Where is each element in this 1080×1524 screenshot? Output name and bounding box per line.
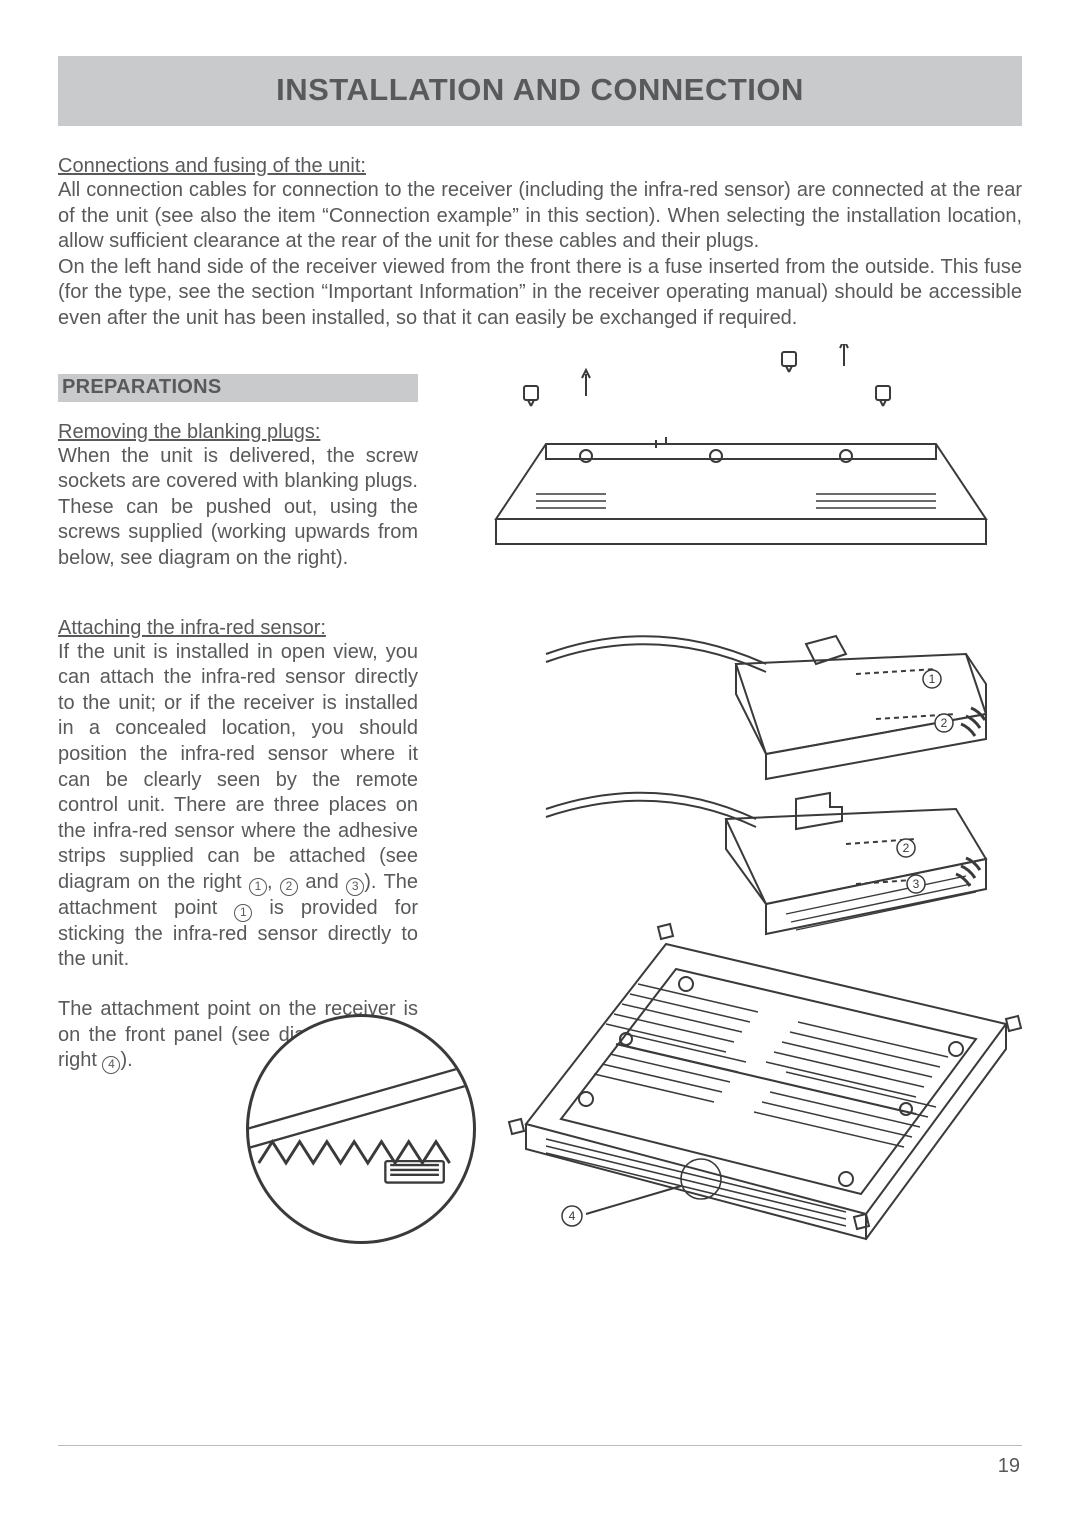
diagram-sensor-view-1: 1 2 bbox=[506, 604, 1006, 784]
ref-circle-1b: 1 bbox=[234, 904, 252, 922]
ref-circle-4: 4 bbox=[102, 1056, 120, 1074]
diagram-detail-inset bbox=[246, 1014, 476, 1244]
ref-circle-1: 1 bbox=[249, 878, 267, 896]
text-run: , bbox=[267, 871, 280, 893]
intro-block: Connections and fusing of the unit: All … bbox=[58, 154, 1022, 332]
header-band: INSTALLATION AND CONNECTION bbox=[58, 56, 1022, 126]
intro-para-1: All connection cables for connection to … bbox=[58, 178, 1022, 255]
text-run: If the unit is installed in open view, y… bbox=[58, 641, 418, 893]
diagram-column: 1 2 bbox=[446, 374, 1022, 1254]
diagram-callout-3: 3 bbox=[913, 877, 920, 891]
diagram-callout-4: 4 bbox=[569, 1209, 576, 1223]
intro-para-2: On the left hand side of the receiver vi… bbox=[58, 255, 1022, 332]
diagram-callout-2: 2 bbox=[941, 716, 948, 730]
intro-subhead: Connections and fusing of the unit: bbox=[58, 154, 1022, 178]
text-run: and bbox=[298, 871, 346, 893]
block2-text: If the unit is installed in open view, y… bbox=[58, 640, 418, 974]
diagram-callout-1: 1 bbox=[929, 672, 936, 686]
section-band: PREPARATIONS bbox=[58, 374, 418, 402]
block1-subhead: Removing the blanking plugs: bbox=[58, 420, 418, 444]
diagram-callout-2b: 2 bbox=[903, 841, 910, 855]
block-removing-plugs: Removing the blanking plugs: When the un… bbox=[58, 420, 418, 572]
block1-text: When the unit is delivered, the screw so… bbox=[58, 444, 418, 572]
footer-rule bbox=[58, 1445, 1022, 1446]
ref-circle-3: 3 bbox=[346, 878, 364, 896]
text-run: ). bbox=[120, 1049, 132, 1071]
ref-circle-2: 2 bbox=[280, 878, 298, 896]
block2-subhead: Attaching the infra-red sensor: bbox=[58, 616, 418, 640]
section-label: PREPARATIONS bbox=[62, 376, 414, 399]
diagram-receiver-top-view: 4 bbox=[466, 914, 1026, 1264]
diagram-exploded-plugs bbox=[446, 344, 1022, 594]
page-title: INSTALLATION AND CONNECTION bbox=[58, 72, 1022, 108]
page-number: 19 bbox=[998, 1455, 1020, 1478]
block-attaching-sensor: Attaching the infra-red sensor: If the u… bbox=[58, 616, 418, 974]
